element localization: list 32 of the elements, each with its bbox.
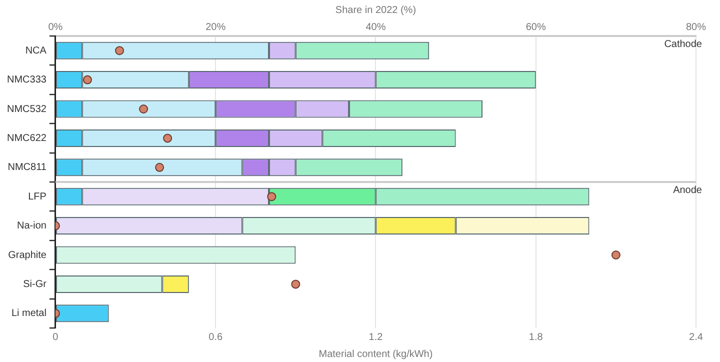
x2-tick-label: 20% [206,22,226,33]
point [155,162,164,172]
x-axis-title: Material content (kg/kWh) [318,348,433,360]
point [139,104,148,114]
point [82,75,92,84]
y-tick-label: Li metal [11,308,46,320]
x-tick-label: 1.2 [368,332,384,343]
y-tick-label: Na-ion [16,220,46,232]
x2-tick-label: 40% [366,22,386,33]
point [611,250,620,260]
x-tick-label: 2.4 [689,332,704,343]
x-tick-label: 0.6 [208,332,223,343]
point [163,134,172,143]
x2-tick-label: 80% [686,22,706,33]
annotation: Cathode [664,38,702,50]
point [115,46,124,56]
x-tick-label: 1.8 [528,332,544,343]
x2-tick-label: 60% [526,22,546,33]
point [267,192,276,202]
x2-axis-title: Share in 2022 (%) [335,4,416,16]
y-tick-label: LFP [28,191,47,202]
y-tick-label: NMC532 [6,104,47,115]
x-tick-label: 0 [52,332,59,343]
x2-tick-label: 0% [48,22,63,33]
y-tick-label: Graphite [8,250,47,261]
y-tick-label: NMC622 [6,132,47,144]
ref-line-label: Anode [673,184,702,196]
y-tick-label: Si-Gr [23,278,48,290]
y-tick-label: NMC333 [6,74,47,86]
y-tick-label: NMC811 [8,162,47,174]
y-tick-label: NCA [25,45,47,56]
point [291,280,300,289]
